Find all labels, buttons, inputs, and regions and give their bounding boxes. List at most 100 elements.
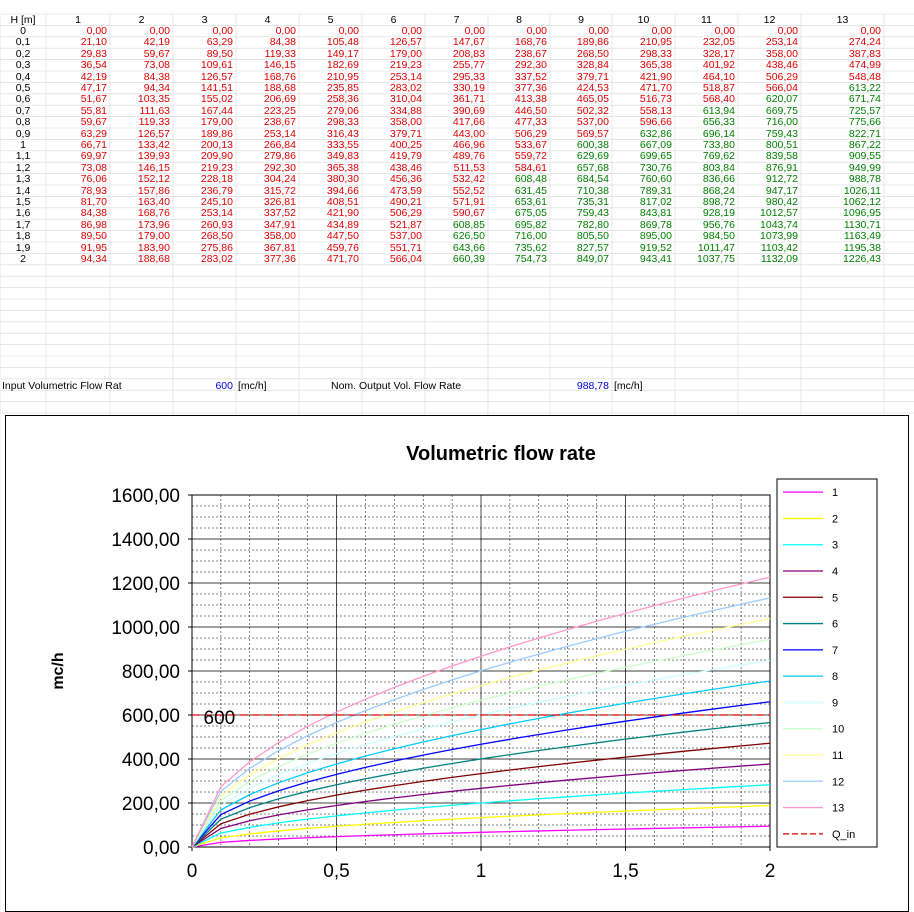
table-cell[interactable]: 179,00 <box>137 230 170 243</box>
table-cell[interactable]: 279,86 <box>263 150 296 163</box>
row-label[interactable]: 1,5 <box>15 195 31 208</box>
row-label[interactable]: 1,7 <box>15 218 31 231</box>
table-cell[interactable]: 86,98 <box>80 218 107 231</box>
table-cell[interactable]: 817,02 <box>639 195 672 208</box>
table-cell[interactable]: 760,60 <box>639 173 672 186</box>
table-cell[interactable]: 268,50 <box>576 47 609 60</box>
table-cell[interactable]: 516,73 <box>639 93 672 106</box>
table-cell[interactable]: 653,61 <box>514 195 547 208</box>
row-label[interactable]: 0,7 <box>15 104 31 117</box>
table-cell[interactable]: 446,50 <box>514 104 547 117</box>
table-cell[interactable]: 255,77 <box>452 59 485 72</box>
table-cell[interactable]: 699,65 <box>639 150 672 163</box>
table-cell[interactable]: 253,14 <box>200 207 233 220</box>
table-cell[interactable]: 869,78 <box>639 218 672 231</box>
table-cell[interactable]: 111,63 <box>139 104 170 117</box>
table-cell[interactable]: 349,83 <box>326 150 359 163</box>
table-cell[interactable]: 379,71 <box>576 70 609 83</box>
table-cell[interactable]: 146,15 <box>263 59 296 72</box>
table-cell[interactable]: 0,00 <box>401 24 422 37</box>
table-cell[interactable]: 408,51 <box>326 195 359 208</box>
table-cell[interactable]: 84,38 <box>80 207 107 220</box>
table-cell[interactable]: 675,05 <box>514 207 547 220</box>
table-cell[interactable]: 59,67 <box>80 116 107 129</box>
table-cell[interactable]: 537,00 <box>576 116 609 129</box>
table-cell[interactable]: 559,72 <box>514 150 547 163</box>
table-cell[interactable]: 0,00 <box>588 24 609 37</box>
table-cell[interactable]: 1226,43 <box>843 252 881 265</box>
table-cell[interactable]: 238,67 <box>514 47 547 60</box>
table-cell[interactable]: 147,67 <box>452 36 485 49</box>
table-cell[interactable]: 304,24 <box>263 173 296 186</box>
table-cell[interactable]: 532,42 <box>452 173 485 186</box>
table-cell[interactable]: 279,06 <box>326 104 359 117</box>
table-cell[interactable]: 347,91 <box>263 218 296 231</box>
table-cell[interactable]: 629,69 <box>576 150 609 163</box>
table-cell[interactable]: 568,40 <box>702 93 735 106</box>
table-cell[interactable]: 245,10 <box>200 195 233 208</box>
table-cell[interactable]: 232,05 <box>702 36 735 49</box>
table-cell[interactable]: 759,43 <box>765 127 798 140</box>
row-label[interactable]: 0,8 <box>15 116 31 129</box>
table-cell[interactable]: 836,66 <box>702 173 735 186</box>
table-cell[interactable]: 76,06 <box>80 173 107 186</box>
table-cell[interactable]: 379,71 <box>389 127 422 140</box>
table-cell[interactable]: 928,19 <box>702 207 735 220</box>
table-cell[interactable]: 759,43 <box>576 207 609 220</box>
header-col-8[interactable]: 8 <box>516 13 522 26</box>
table-cell[interactable]: 253,14 <box>765 36 798 49</box>
table-cell[interactable]: 895,00 <box>639 230 672 243</box>
row-label[interactable]: 2 <box>20 252 26 265</box>
table-cell[interactable]: 421,90 <box>326 207 359 220</box>
table-cell[interactable]: 253,14 <box>263 127 296 140</box>
table-cell[interactable]: 511,53 <box>453 161 485 174</box>
table-cell[interactable]: 506,29 <box>765 70 798 83</box>
table-cell[interactable]: 326,81 <box>263 195 296 208</box>
header-col-6[interactable]: 6 <box>390 13 397 26</box>
table-cell[interactable]: 631,45 <box>514 184 547 197</box>
table-cell[interactable]: 295,33 <box>452 70 485 83</box>
table-cell[interactable]: 1163,49 <box>843 230 881 243</box>
table-cell[interactable]: 59,67 <box>143 47 170 60</box>
table-cell[interactable]: 684,54 <box>576 173 609 186</box>
table-cell[interactable]: 358,00 <box>765 47 798 60</box>
table-cell[interactable]: 947,17 <box>765 184 798 197</box>
table-cell[interactable]: 590,67 <box>452 207 485 220</box>
table-cell[interactable]: 0,00 <box>338 24 359 37</box>
input-flow-value[interactable]: 600 <box>215 379 233 392</box>
table-cell[interactable]: 566,04 <box>389 252 422 265</box>
table-cell[interactable]: 868,24 <box>702 184 735 197</box>
input-flow-unit[interactable]: [mc/h] <box>238 379 267 392</box>
table-cell[interactable]: 867,22 <box>848 138 881 151</box>
row-label[interactable]: 1,2 <box>15 161 31 174</box>
table-cell[interactable]: 473,59 <box>389 184 422 197</box>
table-cell[interactable]: 333,55 <box>326 138 359 151</box>
table-cell[interactable]: 260,93 <box>200 218 233 231</box>
table-cell[interactable]: 400,25 <box>389 138 422 151</box>
table-cell[interactable]: 471,70 <box>639 81 672 94</box>
table-cell[interactable]: 157,86 <box>137 184 170 197</box>
table-cell[interactable]: 73,08 <box>80 161 107 174</box>
table-cell[interactable]: 258,36 <box>326 93 359 106</box>
table-cell[interactable]: 66,71 <box>80 138 107 151</box>
table-cell[interactable]: 438,46 <box>765 59 798 72</box>
table-cell[interactable]: 330,19 <box>452 81 485 94</box>
table-cell[interactable]: 63,29 <box>80 127 107 140</box>
header-col-13[interactable]: 13 <box>836 13 849 26</box>
table-cell[interactable]: 126,57 <box>200 70 233 83</box>
table-cell[interactable]: 919,52 <box>639 241 672 254</box>
table-cell[interactable]: 63,29 <box>206 36 233 49</box>
table-cell[interactable]: 168,76 <box>514 36 547 49</box>
table-cell[interactable]: 800,51 <box>765 138 798 151</box>
table-cell[interactable]: 0,00 <box>464 24 485 37</box>
output-flow-unit[interactable]: [mc/h] <box>614 379 643 392</box>
table-cell[interactable]: 361,71 <box>452 93 485 106</box>
input-flow-label[interactable]: Input Volumetric Flow Rat <box>2 379 122 392</box>
table-cell[interactable]: 849,07 <box>576 252 609 265</box>
table-cell[interactable]: 1130,71 <box>843 218 881 231</box>
table-cell[interactable]: 1132,09 <box>760 252 798 265</box>
table-cell[interactable]: 656,33 <box>702 116 735 129</box>
row-label[interactable]: 0,6 <box>15 93 31 106</box>
output-flow-value[interactable]: 988,78 <box>576 379 609 392</box>
table-cell[interactable]: 42,19 <box>80 70 107 83</box>
